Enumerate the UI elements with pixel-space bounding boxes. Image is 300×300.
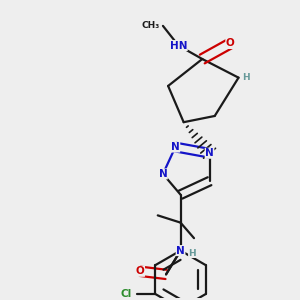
Text: H: H [242,73,249,82]
Text: N: N [176,246,185,256]
Text: O: O [226,38,235,49]
Text: N: N [171,142,180,152]
Text: N: N [205,148,214,158]
Text: HN: HN [170,40,187,51]
Text: Cl: Cl [121,289,132,299]
Text: CH₃: CH₃ [142,21,160,30]
Text: N: N [159,169,167,179]
Text: O: O [136,266,145,276]
Text: H: H [188,249,196,258]
